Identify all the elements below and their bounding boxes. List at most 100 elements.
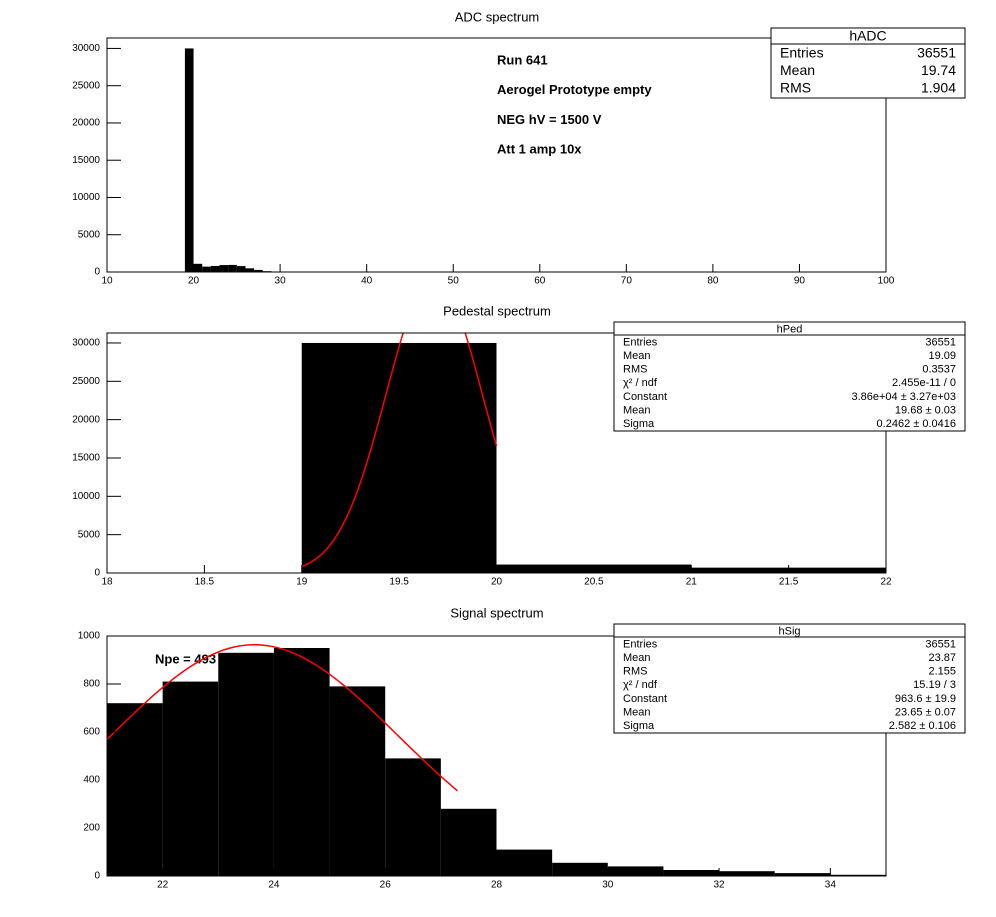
annotation: Run 641	[497, 52, 548, 67]
bar	[496, 849, 553, 876]
x-tick-label: 60	[534, 276, 546, 287]
x-tick-label: 10	[101, 276, 113, 287]
stats-value: 1.904	[921, 79, 956, 95]
bar	[329, 686, 386, 876]
y-tick-label: 5000	[78, 229, 101, 240]
x-tick-label: 34	[825, 880, 837, 891]
stats-label: Mean	[623, 706, 651, 718]
stats-value: 19.68 ± 0.03	[895, 404, 956, 416]
stats-label: χ² / ndf	[623, 679, 658, 691]
bar	[236, 266, 246, 272]
bar	[107, 703, 163, 876]
stats-value: 36551	[925, 638, 956, 650]
chart-title: Pedestal spectrum	[443, 303, 551, 318]
x-tick-label: 30	[602, 880, 614, 891]
stats-label: RMS	[623, 364, 647, 376]
stats-value: 3.86e+04 ± 3.27e+03	[851, 391, 956, 403]
x-tick-label: 80	[707, 276, 719, 287]
y-tick-label: 200	[83, 823, 100, 834]
annotation: NEG hV = 1500 V	[497, 112, 602, 127]
bar	[774, 873, 831, 876]
bar	[193, 263, 203, 272]
bar	[228, 264, 237, 272]
x-tick-label: 28	[491, 880, 503, 891]
y-tick-label: 800	[83, 679, 100, 690]
x-tick-label: 24	[268, 880, 280, 891]
x-tick-label: 18	[101, 577, 113, 588]
stats-box	[770, 27, 966, 99]
stats-label: Entries	[623, 638, 658, 650]
stats-label: Constant	[623, 693, 667, 705]
y-tick-label: 25000	[72, 80, 100, 91]
x-tick-label: 20	[188, 276, 200, 287]
x-tick-label: 20	[491, 577, 503, 588]
y-tick-label: 1000	[78, 631, 101, 642]
y-tick-label: 0	[94, 267, 100, 278]
bar	[719, 871, 775, 876]
annotation: Att 1 amp 10x	[497, 142, 582, 157]
chart-title: Signal spectrum	[450, 605, 543, 620]
stats-value: 19.74	[921, 62, 956, 78]
y-tick-label: 20000	[72, 118, 100, 129]
bar	[440, 808, 497, 876]
frame	[106, 37, 887, 273]
bar	[210, 265, 220, 272]
stats-value: 2.155	[928, 666, 956, 678]
x-tick-label: 21	[686, 577, 698, 588]
x-tick-label: 40	[361, 276, 373, 287]
x-tick-label: 32	[714, 880, 726, 891]
stats-value: 0.3537	[922, 364, 956, 376]
annotation: Npe = 493	[155, 651, 216, 666]
stats-label: Mean	[623, 350, 651, 362]
stats-title: hADC	[849, 28, 886, 44]
y-tick-label: 10000	[72, 192, 100, 203]
bar	[552, 862, 608, 876]
x-tick-label: 50	[448, 276, 460, 287]
bar	[219, 265, 229, 272]
bar	[663, 870, 720, 876]
stats-value: 23.87	[928, 652, 956, 664]
x-tick-label: 26	[380, 880, 392, 891]
stats-title: hSig	[778, 625, 800, 637]
stats-label: Mean	[623, 404, 651, 416]
stats-value: 23.65 ± 0.07	[895, 706, 956, 718]
y-tick-label: 400	[83, 775, 100, 786]
x-tick-label: 100	[878, 276, 895, 287]
stats-value: 15.19 / 3	[913, 679, 956, 691]
bar	[218, 652, 274, 876]
bar	[301, 342, 497, 573]
x-tick-label: 19.5	[389, 577, 409, 588]
stats-label: Entries	[623, 336, 658, 348]
stats-label: Sigma	[623, 720, 655, 732]
bar	[385, 758, 441, 876]
chart-title: ADC spectrum	[455, 9, 540, 24]
y-tick-label: 25000	[72, 376, 100, 387]
y-tick-label: 30000	[72, 338, 100, 349]
x-tick-label: 21.5	[779, 577, 799, 588]
bar	[830, 874, 886, 876]
stats-value: 36551	[925, 336, 956, 348]
bar	[184, 48, 194, 272]
bar	[254, 269, 263, 272]
y-tick-label: 0	[94, 871, 100, 882]
bar	[245, 268, 255, 272]
stats-value: 19.09	[928, 350, 956, 362]
x-tick-label: 30	[275, 276, 287, 287]
stats-value: 2.582 ± 0.106	[889, 720, 956, 732]
x-tick-label: 90	[794, 276, 806, 287]
annotation: Aerogel Prototype empty	[497, 82, 652, 97]
stats-label: Constant	[623, 391, 667, 403]
x-tick-label: 70	[621, 276, 633, 287]
x-tick-label: 19	[296, 577, 308, 588]
stats-value: 2.455e-11 / 0	[892, 377, 956, 389]
bar	[273, 648, 330, 876]
stats-title: hPed	[777, 323, 803, 335]
y-tick-label: 30000	[72, 43, 100, 54]
x-tick-label: 22	[157, 880, 169, 891]
x-tick-label: 20.5	[584, 577, 604, 588]
stats-box	[613, 321, 966, 432]
stats-value: 963.6 ± 19.9	[895, 693, 956, 705]
x-tick-label: 22	[880, 577, 892, 588]
bar	[202, 266, 211, 272]
